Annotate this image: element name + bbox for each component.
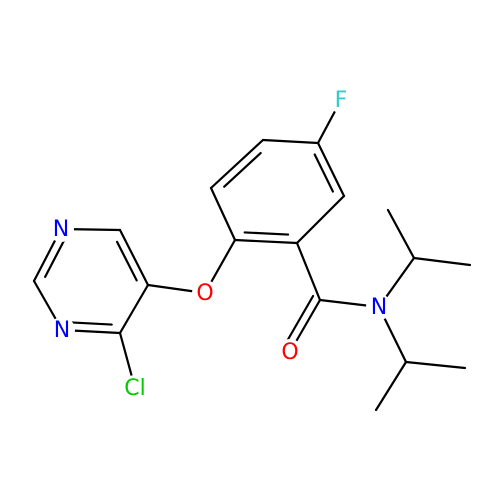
bond — [233, 238, 299, 245]
atom-label-background — [192, 280, 218, 306]
bond — [209, 138, 265, 190]
atom-label-background — [49, 317, 75, 343]
bond — [115, 240, 138, 282]
atom-label-background — [48, 216, 74, 242]
atom-label-background — [277, 339, 303, 365]
bond — [243, 231, 290, 236]
bond — [118, 228, 150, 287]
bonds — [32, 98, 472, 412]
bond — [223, 151, 262, 188]
atom-label: N — [371, 295, 387, 320]
bond — [412, 256, 472, 267]
atom-label: O — [281, 340, 298, 365]
atom-label: F — [335, 88, 348, 113]
atom-label-background — [328, 87, 354, 113]
atom-label: O — [196, 281, 213, 306]
bond — [70, 321, 113, 326]
bond — [295, 241, 322, 302]
atom-label-background — [366, 294, 392, 320]
bond — [209, 186, 237, 242]
atom-label: N — [54, 318, 70, 343]
bond — [118, 283, 150, 335]
bond — [44, 239, 66, 278]
bond — [386, 208, 416, 260]
bond — [295, 194, 346, 245]
bond — [404, 360, 467, 370]
atom-labels: F N N O O N Cl — [48, 87, 392, 401]
atom-label: N — [53, 217, 69, 242]
bond — [316, 141, 346, 198]
bond — [261, 138, 320, 145]
bond — [374, 360, 408, 412]
atom-label: Cl — [124, 376, 145, 401]
atom-label-background — [122, 375, 148, 401]
bond — [313, 153, 335, 193]
